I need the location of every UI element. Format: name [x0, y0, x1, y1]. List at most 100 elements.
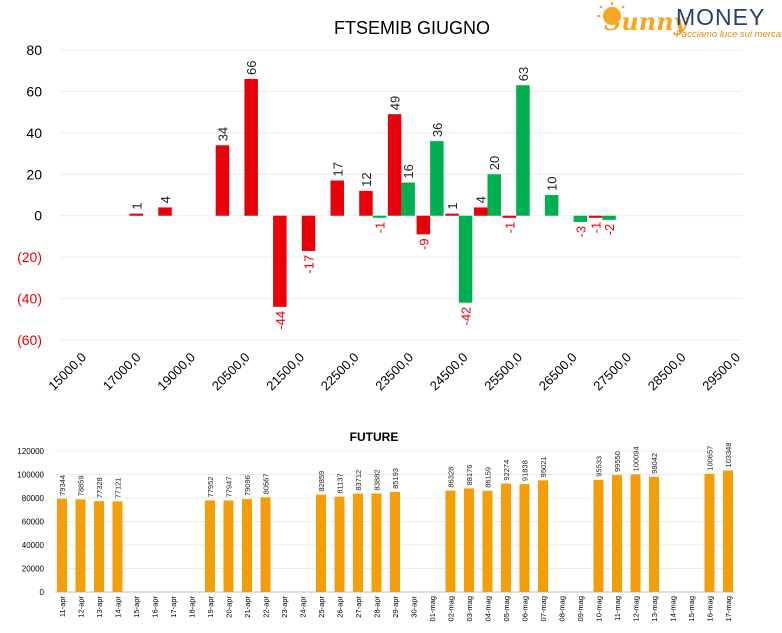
data-label: -1 [502, 222, 517, 234]
future-data-label: 85193 [391, 468, 400, 489]
data-label: 66 [244, 61, 259, 75]
top-data-labels: 1 4 34 66 -44 -17 17 12 -1 49 16 -9 36 1 -42 4 20 -1 63 10 -… [129, 61, 617, 330]
bar-red [273, 215, 287, 307]
future-bar [75, 499, 86, 592]
bar-green [487, 174, 501, 216]
x-tick-label: 14-mag [669, 596, 678, 621]
future-chart-title: FUTURE [350, 430, 399, 444]
future-data-label: 78859 [77, 475, 86, 496]
future-bar [630, 474, 641, 592]
future-data-label: 92274 [502, 460, 511, 481]
bottom-y-axis: 120000 100000 80000 60000 40000 20000 0 [17, 447, 44, 597]
chart-title: FTSEMIB GIUGNO [334, 18, 490, 38]
x-tick-label: 15-apr [132, 596, 141, 618]
future-data-label: 95533 [595, 456, 604, 477]
x-tick-label: 25-apr [317, 596, 326, 618]
x-tick-label: 24500,0 [427, 350, 471, 394]
bar-green [516, 85, 530, 216]
x-tick-label: 15-mag [687, 596, 696, 621]
future-chart: FUTURE 120000 100000 80000 60000 40000 20000 0… [17, 430, 735, 621]
x-tick-label: 12-apr [77, 596, 86, 618]
future-data-label: 81137 [336, 473, 345, 493]
data-label: 63 [516, 67, 531, 81]
future-bar [390, 491, 400, 592]
future-data-label: 83882 [373, 470, 382, 491]
future-bar [593, 479, 604, 592]
y-tick-label: 80 [26, 42, 42, 58]
x-tick-label: 06-mag [521, 596, 530, 621]
x-tick-label: 13-mag [650, 596, 659, 621]
data-label: 4 [158, 196, 173, 203]
sun-icon [603, 7, 621, 25]
y-tick-label: 60000 [22, 518, 45, 527]
x-tick-label: 26500,0 [536, 350, 580, 394]
x-tick-label: 11-mag [613, 596, 622, 621]
future-data-label: 103348 [724, 443, 733, 468]
x-tick-label: 26-apr [336, 596, 345, 618]
x-tick-label: 27-apr [354, 596, 363, 618]
bar-green [401, 182, 415, 216]
x-tick-label: 12-mag [632, 596, 641, 621]
future-bar [260, 497, 271, 592]
future-data-label: 100657 [706, 446, 715, 471]
x-tick-label: 22500,0 [318, 350, 362, 394]
bar-red [588, 215, 603, 218]
y-tick-label: 40000 [22, 541, 45, 550]
bar-red [244, 79, 258, 216]
data-label: -44 [273, 311, 288, 330]
bar-green [544, 195, 559, 216]
data-label: 17 [330, 162, 345, 176]
x-tick-label: 20-apr [225, 596, 234, 618]
bar-red [474, 207, 488, 216]
x-tick-label: 28500,0 [645, 350, 689, 394]
future-bar [94, 501, 104, 592]
bar-red [416, 215, 431, 235]
bar-green [430, 141, 444, 216]
x-tick-label: 01-mag [428, 596, 437, 621]
bar-red [301, 215, 316, 251]
bar-green [372, 215, 387, 218]
x-tick-label: 17000,0 [100, 350, 144, 394]
x-tick-label: 18-apr [188, 596, 197, 618]
data-label: 1 [129, 202, 144, 209]
future-bar [242, 499, 252, 592]
future-bar [723, 470, 733, 592]
y-tick-label: 0 [34, 208, 42, 224]
x-tick-label: 22-apr [262, 596, 271, 618]
x-tick-label: 03-mag [465, 596, 474, 621]
x-tick-label: 11-apr [58, 595, 67, 617]
y-tick-label: 80000 [22, 494, 45, 503]
sun-rays-icon [597, 2, 625, 17]
top-x-axis: 15000,0 17000,0 19000,0 20500,0 21500,0 22500… [45, 350, 743, 394]
x-tick-label: 16-mag [706, 596, 715, 621]
bar-red [502, 215, 517, 218]
data-label: 20 [487, 156, 502, 170]
bar-green [602, 215, 616, 220]
x-tick-label: 05-mag [502, 596, 511, 621]
future-bar [519, 484, 530, 592]
ftsemib-chart: FTSEMIB GIUGNO 80 60 40 20 0 (20) (40) (60) 1 4 3… [17, 18, 743, 393]
x-tick-label: 24-apr [299, 596, 308, 618]
x-tick-label: 04-mag [484, 596, 493, 621]
top-y-axis: 80 60 40 20 0 (20) (40) (60) [17, 42, 42, 348]
x-tick-label: 10-mag [595, 596, 604, 621]
data-label: 4 [474, 196, 489, 203]
future-bar [612, 475, 622, 592]
x-tick-label: 07-mag [539, 596, 548, 621]
data-label: 36 [430, 123, 445, 137]
x-tick-label: 21500,0 [263, 350, 307, 394]
y-tick-label: 0 [40, 588, 45, 597]
logo-brand-sunny: Sunny [604, 7, 690, 36]
x-tick-label: 15000,0 [45, 350, 89, 394]
x-tick-label: 14-apr [114, 596, 123, 618]
data-label: -3 [573, 226, 588, 238]
future-data-label: 98042 [650, 453, 659, 474]
x-tick-label: 13-apr [95, 596, 104, 618]
x-tick-label: 17-apr [169, 596, 178, 618]
data-label: 16 [401, 164, 416, 178]
x-tick-label: 19-apr [206, 596, 215, 618]
future-bar [464, 488, 474, 592]
future-data-label: 82859 [317, 471, 326, 492]
future-bar [482, 490, 493, 592]
